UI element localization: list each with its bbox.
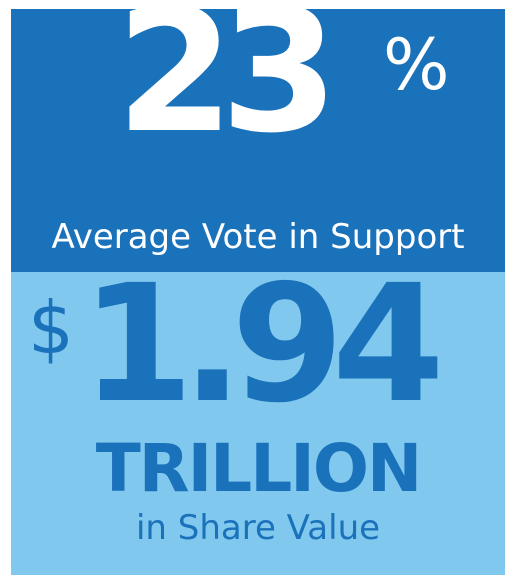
vote-support-value: 23 — [116, 9, 339, 171]
currency-symbol: $ — [28, 286, 74, 370]
share-value-scale: TRILLION — [95, 430, 422, 507]
share-value-panel: $ 1.94 TRILLION in Share Value — [11, 272, 505, 575]
share-value-caption: in Share Value — [135, 508, 381, 548]
vote-support-panel: 23 % Average Vote in Support — [11, 9, 505, 272]
vote-support-caption: Average Vote in Support — [51, 217, 465, 257]
share-value-amount: 1.94 — [81, 272, 445, 439]
percent-sign: % — [383, 24, 450, 106]
